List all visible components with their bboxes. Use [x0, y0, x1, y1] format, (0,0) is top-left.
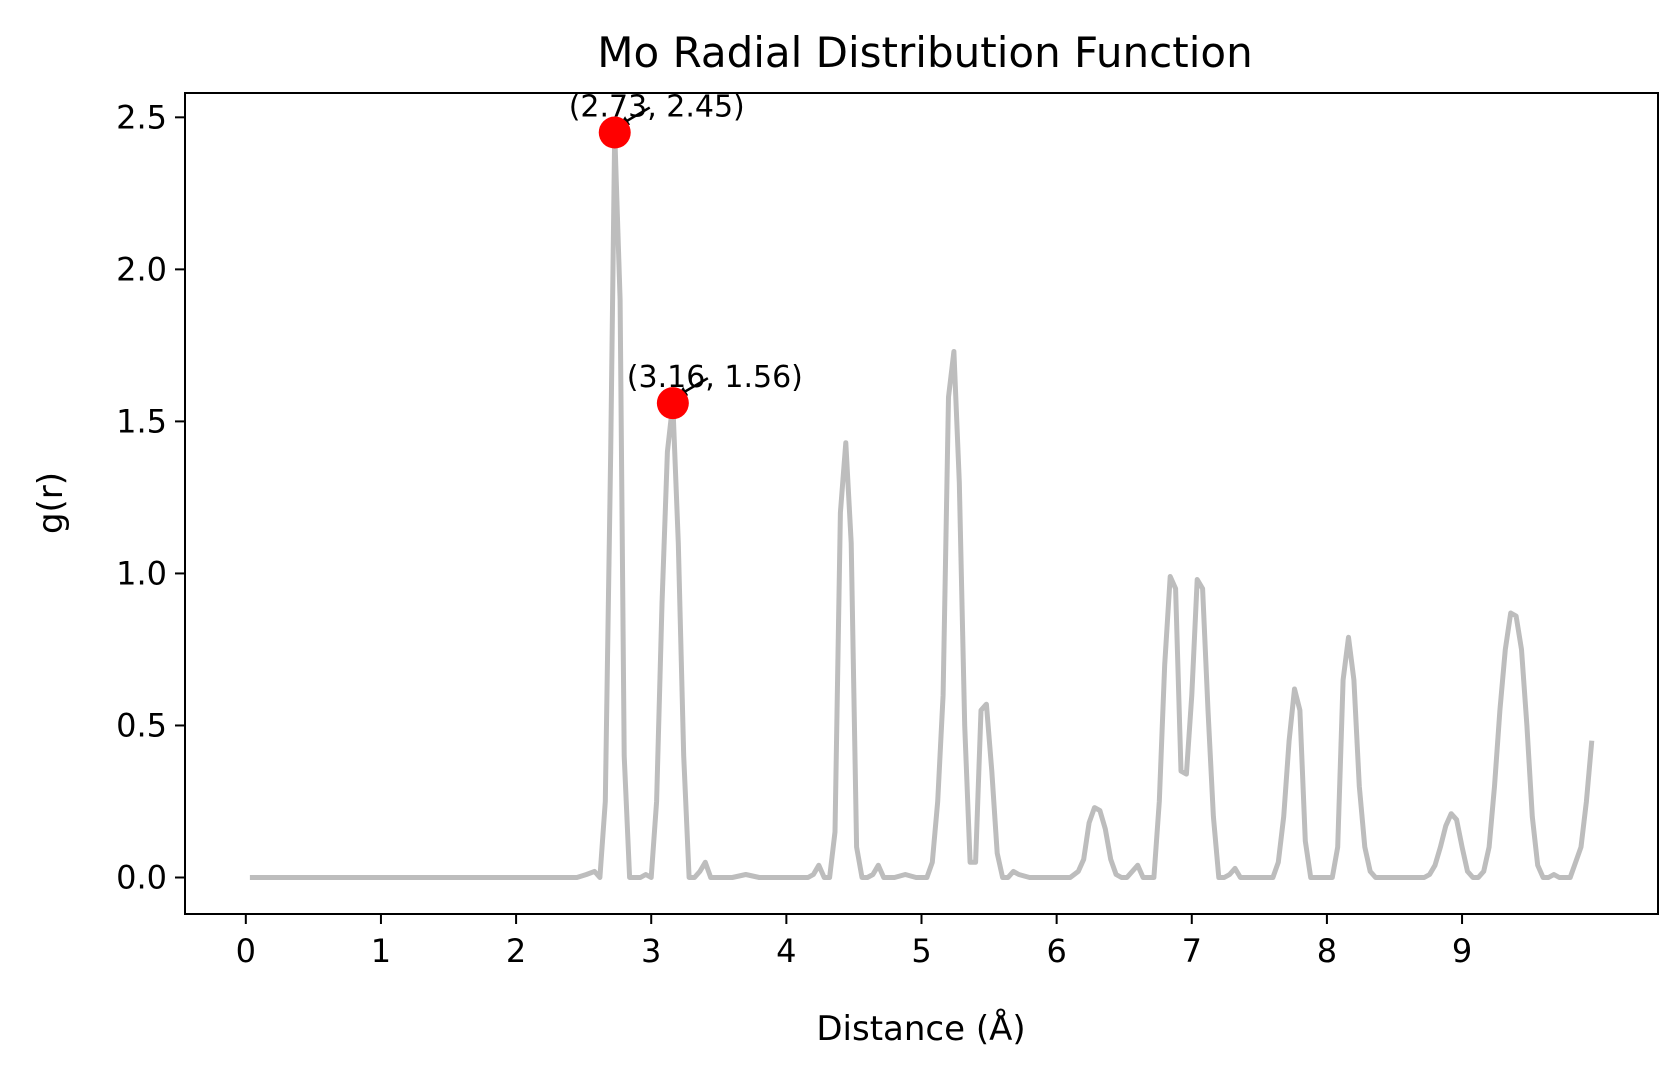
x-tick-label: 6: [1046, 932, 1066, 970]
peak-annotation-label: (2.73, 2.45): [569, 90, 745, 125]
y-tick-label: 1.5: [116, 402, 167, 440]
x-tick-label: 5: [911, 932, 931, 970]
peak-marker: [598, 116, 631, 149]
rdf-series-line: [249, 130, 1595, 880]
plot-area: (2.73, 2.45) (3.16, 1.56): [184, 90, 1659, 915]
annotation-layer: (2.73, 2.45) (3.16, 1.56): [569, 90, 803, 420]
y-tick-label: 0.5: [116, 706, 167, 744]
x-axis-ticks: 0 1 2 3 4 5 6 7 8 9: [236, 914, 1472, 970]
axes-frame: [184, 92, 1659, 915]
y-axis-ticks: 0.0 0.5 1.0 1.5 2.0 2.5: [116, 98, 185, 897]
y-axis-label: g(r): [31, 472, 71, 534]
x-axis-label: Distance (Å): [816, 1008, 1025, 1049]
x-tick-label: 0: [236, 932, 256, 970]
x-tick-label: 3: [641, 932, 661, 970]
peak-marker: [656, 387, 689, 420]
x-tick-label: 8: [1317, 932, 1337, 970]
y-tick-label: 2.0: [116, 250, 167, 288]
x-tick-label: 4: [776, 932, 796, 970]
x-tick-label: 2: [506, 932, 526, 970]
series-layer: [249, 130, 1595, 880]
y-tick-label: 2.5: [116, 98, 167, 136]
x-tick-label: 7: [1182, 932, 1202, 970]
y-tick-label: 0.0: [116, 859, 167, 897]
peak-annotation-label: (3.16, 1.56): [627, 360, 803, 395]
chart-title: Mo Radial Distribution Function: [597, 28, 1252, 77]
x-tick-label: 9: [1452, 932, 1472, 970]
y-tick-label: 1.0: [116, 554, 167, 592]
x-tick-label: 1: [371, 932, 391, 970]
